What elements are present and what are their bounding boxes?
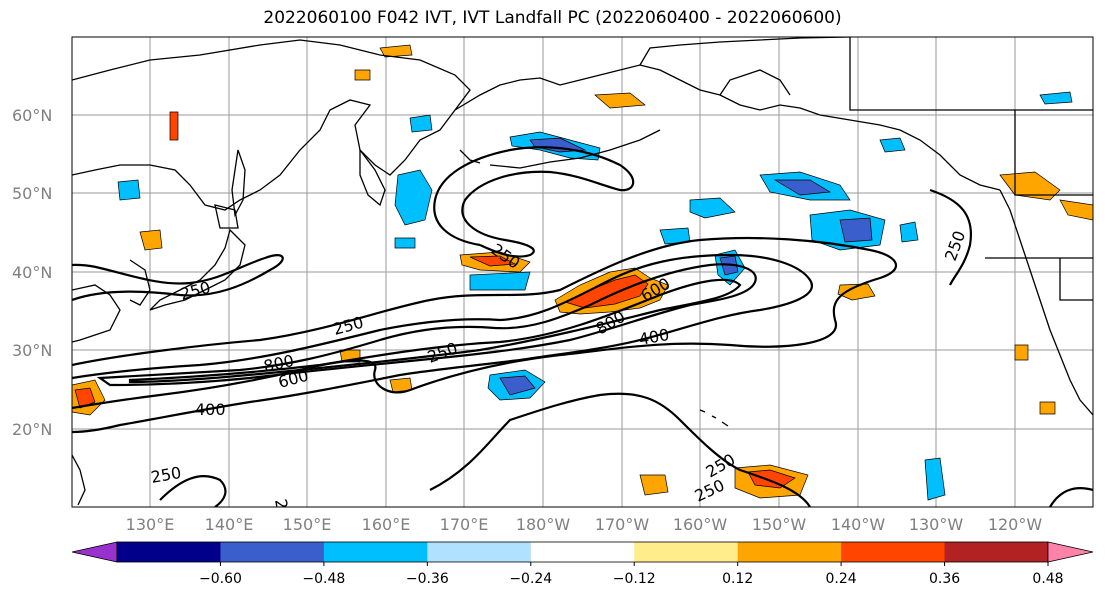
lon-label: 120°W — [988, 515, 1043, 534]
lon-label: 150°E — [283, 515, 332, 534]
coastlines — [72, 37, 1093, 506]
colorbar-ticks: −0.60 −0.48 −0.36 −0.24 −0.12 0.12 0.24 0.36 0.4… — [199, 562, 1064, 587]
colorbar-tick-label: 0.48 — [1032, 571, 1063, 587]
colorbar-segment — [737, 542, 842, 562]
latitude-labels: 60°N 50°N 40°N 30°N 20°N — [12, 106, 52, 439]
lon-label: 170°W — [595, 515, 650, 534]
colorbar-tick-label: 0.24 — [826, 571, 857, 587]
colorbar-tick-label: −0.60 — [199, 571, 242, 587]
colorbar-segment — [530, 542, 635, 562]
colorbar-left-extension — [71, 541, 118, 563]
lat-label: 50°N — [12, 184, 52, 203]
colorbar-segment — [323, 542, 428, 562]
colorbar-tick-label: −0.24 — [509, 571, 552, 587]
lon-label: 150°W — [752, 515, 807, 534]
map-area: 250 250 250 250 250 250 400 400 600 600 … — [72, 37, 1093, 530]
colorbar-segment — [841, 542, 946, 562]
colorbar: −0.60 −0.48 −0.36 −0.24 −0.12 0.12 0.24 0.36 0.4… — [71, 541, 1094, 587]
lon-label: 160°W — [673, 515, 728, 534]
colorbar-segments — [116, 541, 1049, 563]
colorbar-segment — [117, 542, 221, 562]
lon-label: 180°W — [516, 515, 571, 534]
colorbar-segment — [220, 542, 325, 562]
colorbar-right-extension — [1047, 541, 1094, 563]
colorbar-tick-label: −0.36 — [406, 571, 449, 587]
map-frame — [71, 36, 1094, 508]
lon-label: 130°E — [126, 515, 175, 534]
lat-label: 20°N — [12, 420, 52, 439]
colorbar-segment — [427, 542, 532, 562]
ivt-contours — [72, 146, 1093, 507]
contour-label: 250 — [271, 497, 295, 530]
lon-label: 140°W — [831, 515, 886, 534]
lon-label: 130°W — [909, 515, 964, 534]
colorbar-segment — [634, 542, 739, 562]
colorbar-tick-label: −0.48 — [302, 571, 345, 587]
lon-label: 160°E — [362, 515, 411, 534]
lat-label: 30°N — [12, 341, 52, 360]
colorbar-tick-label: 0.36 — [929, 571, 960, 587]
colorbar-segment — [944, 542, 1049, 562]
lon-label: 170°E — [440, 515, 489, 534]
longitude-labels: 130°E 140°E 150°E 160°E 170°E 180°W 170°… — [126, 515, 1043, 534]
map-title: 2022060100 F042 IVT, IVT Landfall PC (20… — [263, 8, 842, 28]
lat-label: 40°N — [12, 263, 52, 282]
colorbar-tick-label: 0.12 — [722, 571, 753, 587]
contour-label: 400 — [195, 400, 226, 419]
colorbar-tick-label: −0.12 — [613, 571, 656, 587]
lon-label: 140°E — [205, 515, 254, 534]
lat-label: 60°N — [12, 106, 52, 125]
